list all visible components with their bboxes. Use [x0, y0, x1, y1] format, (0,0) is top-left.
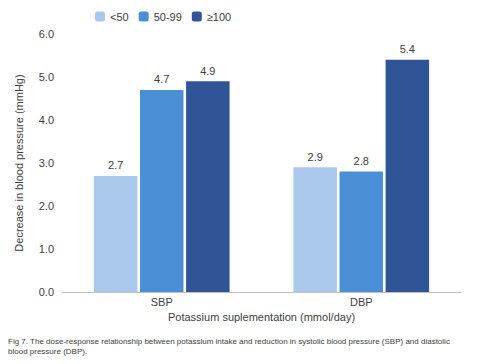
- svg-text:4.0: 4.0: [39, 114, 54, 126]
- svg-text:2.7: 2.7: [108, 159, 123, 171]
- svg-text:4.9: 4.9: [200, 65, 215, 77]
- svg-text:5.0: 5.0: [39, 71, 54, 83]
- svg-text:≥100: ≥100: [207, 11, 231, 23]
- svg-text:1.0: 1.0: [39, 243, 54, 255]
- svg-text:6.0: 6.0: [39, 28, 54, 40]
- svg-text:<50: <50: [110, 11, 129, 23]
- svg-text:Fig 7. The dose-response relat: Fig 7. The dose-response relationship be…: [8, 337, 452, 346]
- svg-text:2.0: 2.0: [39, 200, 54, 212]
- svg-text:Decrease in blood pressure (mm: Decrease in blood pressure (mmHg): [13, 74, 25, 251]
- svg-text:2.8: 2.8: [354, 155, 369, 167]
- svg-text:DBP: DBP: [350, 296, 373, 308]
- svg-text:50-99: 50-99: [154, 11, 182, 23]
- svg-text:SBP: SBP: [151, 296, 173, 308]
- svg-text:blood pressure (DBP).: blood pressure (DBP).: [8, 347, 87, 356]
- svg-text:3.0: 3.0: [39, 157, 54, 169]
- svg-text:5.4: 5.4: [400, 43, 415, 55]
- svg-text:2.9: 2.9: [308, 151, 323, 163]
- svg-text:4.7: 4.7: [154, 73, 169, 85]
- svg-text:0.0: 0.0: [39, 286, 54, 298]
- svg-text:Potassium suplementation (mmol: Potassium suplementation (mmol/day): [168, 311, 355, 323]
